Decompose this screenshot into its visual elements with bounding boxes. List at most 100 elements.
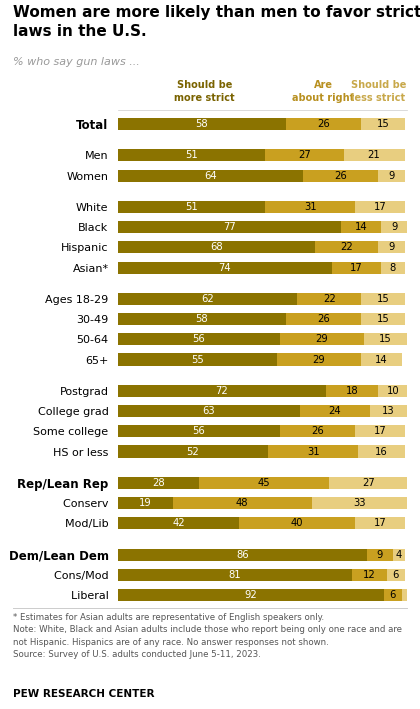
Bar — [344, 150, 404, 162]
Bar — [361, 313, 404, 325]
Bar — [118, 293, 297, 305]
Text: 81: 81 — [228, 570, 241, 580]
Bar — [300, 405, 370, 417]
Bar — [118, 241, 315, 253]
Text: 8: 8 — [390, 262, 396, 272]
Bar — [280, 333, 364, 345]
Text: 33: 33 — [353, 498, 366, 508]
Text: 4: 4 — [396, 549, 402, 559]
Bar — [239, 518, 355, 530]
Bar — [118, 150, 265, 162]
Text: 86: 86 — [236, 549, 249, 559]
Bar — [118, 118, 286, 130]
Text: 28: 28 — [152, 478, 165, 488]
Text: 77: 77 — [223, 222, 236, 232]
Text: 15: 15 — [379, 335, 392, 345]
Bar — [378, 385, 407, 397]
Text: 40: 40 — [291, 518, 304, 528]
Bar — [370, 405, 407, 417]
Text: 17: 17 — [373, 426, 386, 436]
Text: % who say gun laws ...: % who say gun laws ... — [13, 57, 139, 67]
Text: 16: 16 — [375, 447, 388, 457]
Bar — [286, 313, 361, 325]
Text: 14: 14 — [355, 222, 368, 232]
Text: 17: 17 — [350, 262, 363, 272]
Bar — [332, 262, 381, 274]
Text: 26: 26 — [311, 426, 324, 436]
Text: 14: 14 — [375, 354, 388, 364]
Bar — [364, 333, 407, 345]
Bar — [280, 425, 355, 437]
Text: 45: 45 — [257, 478, 270, 488]
Bar — [118, 589, 384, 601]
Bar — [118, 333, 280, 345]
Text: 31: 31 — [304, 202, 317, 212]
Text: Women are more likely than men to favor stricter gun
laws in the U.S.: Women are more likely than men to favor … — [13, 5, 420, 39]
Bar — [378, 169, 404, 182]
Text: 15: 15 — [376, 119, 389, 129]
Bar — [361, 118, 404, 130]
Text: 26: 26 — [317, 314, 330, 324]
Text: 56: 56 — [192, 426, 205, 436]
Text: 22: 22 — [340, 242, 353, 252]
Text: 68: 68 — [210, 242, 223, 252]
Bar — [381, 221, 407, 233]
Text: 21: 21 — [368, 150, 381, 160]
Bar — [286, 118, 361, 130]
Bar — [378, 241, 404, 253]
Bar — [173, 497, 312, 509]
Bar — [277, 354, 361, 366]
Text: 18: 18 — [346, 386, 359, 396]
Bar — [312, 497, 407, 509]
Bar — [118, 201, 265, 213]
Text: 48: 48 — [236, 498, 249, 508]
Text: 26: 26 — [334, 171, 347, 181]
Text: 13: 13 — [382, 406, 395, 416]
Text: 17: 17 — [373, 202, 386, 212]
Text: 22: 22 — [323, 294, 336, 304]
Text: 12: 12 — [363, 570, 376, 580]
Bar — [355, 201, 404, 213]
Text: 9: 9 — [388, 242, 395, 252]
Text: 92: 92 — [244, 590, 257, 600]
Text: 15: 15 — [376, 294, 389, 304]
Text: Should be
less strict: Should be less strict — [351, 80, 406, 103]
Bar — [268, 445, 358, 457]
Bar — [355, 518, 404, 530]
Bar — [352, 569, 387, 581]
Bar — [118, 497, 173, 509]
Bar — [367, 549, 393, 561]
Text: 19: 19 — [139, 498, 152, 508]
Bar — [387, 569, 404, 581]
Text: 74: 74 — [218, 262, 231, 272]
Text: 63: 63 — [202, 406, 215, 416]
Bar — [118, 445, 268, 457]
Text: 51: 51 — [185, 150, 198, 160]
Text: 26: 26 — [317, 119, 330, 129]
Bar — [118, 518, 239, 530]
Text: 27: 27 — [362, 478, 375, 488]
Text: 15: 15 — [376, 314, 389, 324]
Text: 51: 51 — [185, 202, 198, 212]
Text: 52: 52 — [186, 447, 199, 457]
Bar — [303, 169, 378, 182]
Bar — [381, 262, 404, 274]
Text: 58: 58 — [195, 314, 208, 324]
Bar — [393, 549, 404, 561]
Bar — [118, 425, 280, 437]
Text: 9: 9 — [391, 222, 398, 232]
Bar — [326, 385, 378, 397]
Text: 29: 29 — [312, 354, 326, 364]
Bar — [118, 405, 300, 417]
Text: 6: 6 — [390, 590, 396, 600]
Bar — [118, 169, 303, 182]
Bar — [355, 425, 404, 437]
Text: * Estimates for Asian adults are representative of English speakers only.
Note: : * Estimates for Asian adults are represe… — [13, 613, 402, 659]
Text: 9: 9 — [377, 549, 383, 559]
Bar — [199, 477, 329, 489]
Bar — [118, 221, 341, 233]
Text: PEW RESEARCH CENTER: PEW RESEARCH CENTER — [13, 689, 154, 699]
Bar — [265, 150, 344, 162]
Bar — [265, 201, 355, 213]
Bar — [297, 293, 361, 305]
